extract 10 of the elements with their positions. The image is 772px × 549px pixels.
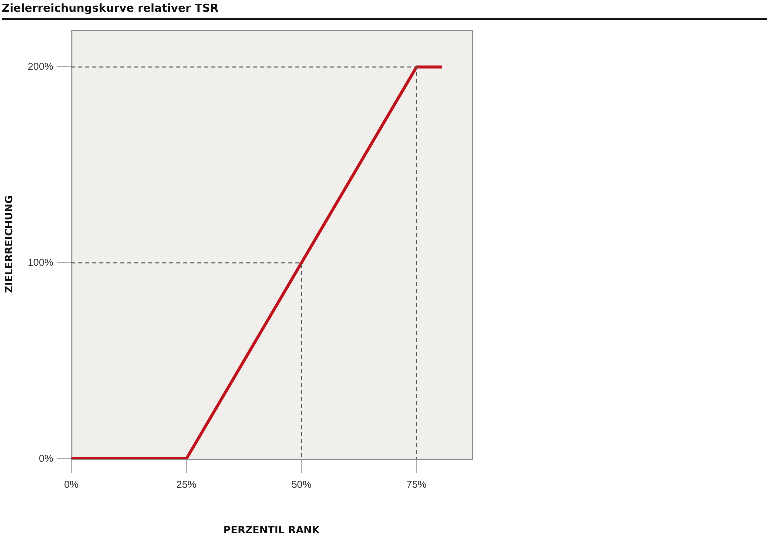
chart-title: Zielerreichungskurve relativer TSR: [2, 2, 767, 20]
x-tick-label: 25%: [176, 480, 197, 491]
y-axis-title: ZIELERREICHUNG: [4, 196, 16, 294]
x-axis-title: PERZENTIL RANK: [224, 526, 322, 537]
y-tick-label: 0%: [39, 454, 54, 465]
x-tick-label: 50%: [292, 480, 312, 491]
x-tick-label: 0%: [64, 480, 79, 491]
x-tick-label: 75%: [406, 480, 427, 491]
y-tick-label: 100%: [28, 258, 54, 269]
y-tick-label: 200%: [28, 62, 54, 73]
